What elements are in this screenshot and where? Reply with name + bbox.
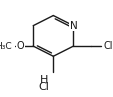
Text: Cl: Cl xyxy=(38,82,49,92)
Text: H: H xyxy=(39,75,47,85)
Text: O: O xyxy=(16,41,24,51)
Text: N: N xyxy=(69,21,77,31)
Text: Cl: Cl xyxy=(103,41,112,51)
Text: H₃C: H₃C xyxy=(0,42,12,51)
